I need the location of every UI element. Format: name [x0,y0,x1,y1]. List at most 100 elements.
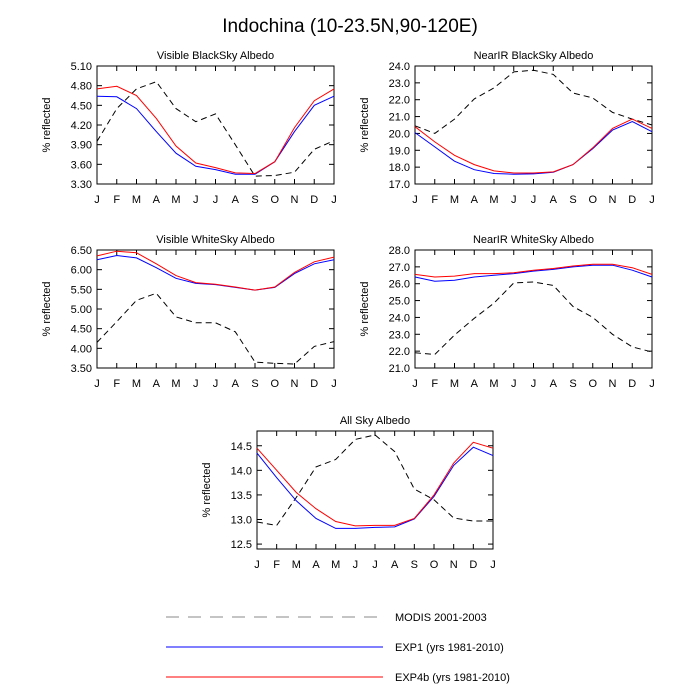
legend-label-1: MODIS 2001-2003 [395,612,487,624]
y-axis-label: % reflected [201,462,213,517]
panel-title: Visible BlackSky Albedo [157,50,274,62]
x-tick-label: S [569,378,576,390]
x-tick-label: A [471,194,479,206]
y-tick-label: 13.0 [231,515,252,527]
plot-frame [414,249,653,369]
x-tick-label: S [251,378,258,390]
plot-frame [256,430,494,550]
x-tick-label: F [431,378,438,390]
y-tick-label: 4.80 [71,81,92,93]
y-tick-label: 24.0 [389,312,410,324]
x-tick-label: M [450,194,459,206]
series-line-exp1 [414,121,653,175]
x-tick-label: F [113,194,120,206]
series-line-modis [96,81,335,177]
x-tick-label: J [511,378,517,390]
series-line-modis [414,281,653,356]
x-tick-label: J [213,378,219,390]
y-tick-label: 24.0 [389,61,410,73]
x-tick-label: J [193,378,199,390]
x-tick-label: J [213,194,219,206]
x-tick-label: J [331,194,337,206]
x-tick-label: O [430,559,439,571]
panel-title: NearIR WhiteSky Albedo [473,234,594,246]
legend-label-2: EXP1 (yrs 1981-2010) [395,642,504,654]
y-tick-label: 17.0 [389,179,410,191]
x-tick-label: J [94,194,100,206]
x-tick-label: M [450,378,459,390]
y-tick-label: 22.0 [389,95,410,107]
y-tick-label: 3.50 [71,363,92,375]
x-tick-label: M [292,559,301,571]
x-tick-label: F [113,378,120,390]
y-tick-label: 18.0 [389,162,410,174]
x-tick-label: D [310,378,318,390]
x-tick-label: N [450,559,458,571]
panel-title: All Sky Albedo [340,415,410,427]
y-tick-label: 4.50 [71,324,92,336]
series-line-modis [96,292,335,365]
x-tick-label: A [312,559,320,571]
y-tick-label: 4.00 [71,343,92,355]
x-tick-label: J [531,194,537,206]
panel-title: Visible WhiteSky Albedo [156,234,274,246]
series-line-exp1 [96,254,335,291]
x-tick-label: O [588,194,597,206]
x-tick-label: S [251,194,258,206]
x-tick-label: D [469,559,477,571]
y-tick-label: 23.0 [389,78,410,90]
x-tick-label: D [628,194,636,206]
series-line-exp4b [256,441,494,527]
series-line-exp4b [414,118,653,174]
x-tick-label: A [391,559,399,571]
x-tick-label: M [132,378,141,390]
x-tick-label: M [489,378,498,390]
y-tick-label: 3.30 [71,179,92,191]
x-tick-label: D [310,194,318,206]
x-tick-label: M [132,194,141,206]
x-tick-label: M [331,559,340,571]
x-tick-label: J [353,559,359,571]
x-tick-label: O [270,378,279,390]
x-tick-label: A [550,378,558,390]
x-tick-label: A [232,194,240,206]
x-tick-label: A [550,194,558,206]
series-line-exp4b [414,263,653,278]
y-axis-label: % reflected [41,281,53,336]
y-tick-label: 12.5 [231,539,252,551]
x-tick-label: A [471,378,479,390]
x-tick-label: M [171,378,180,390]
x-tick-label: N [609,378,617,390]
x-tick-label: J [412,378,418,390]
y-axis-label: % reflected [41,97,53,152]
x-tick-label: J [490,559,496,571]
series-line-modis [256,434,493,526]
y-tick-label: 13.5 [231,490,252,502]
x-tick-label: J [649,378,655,390]
plot-frame [96,65,335,185]
x-tick-label: D [628,378,636,390]
y-tick-label: 19.0 [389,145,410,157]
y-tick-label: 6.00 [71,265,92,277]
y-tick-label: 5.50 [71,284,92,296]
y-tick-label: 14.5 [231,441,252,453]
x-tick-label: J [511,194,517,206]
x-tick-label: S [411,559,418,571]
x-tick-label: S [569,194,576,206]
y-tick-label: 22.0 [389,346,410,358]
y-axis-label: % reflected [359,97,371,152]
panel-title: NearIR BlackSky Albedo [474,50,594,62]
series-line-exp4b [96,85,335,175]
x-tick-label: J [531,378,537,390]
x-tick-label: J [331,378,337,390]
y-tick-label: 5.00 [71,304,92,316]
x-tick-label: F [431,194,438,206]
legend-label-3: EXP4b (yrs 1981-2010) [395,672,510,684]
x-tick-label: J [649,194,655,206]
x-tick-label: N [291,194,299,206]
